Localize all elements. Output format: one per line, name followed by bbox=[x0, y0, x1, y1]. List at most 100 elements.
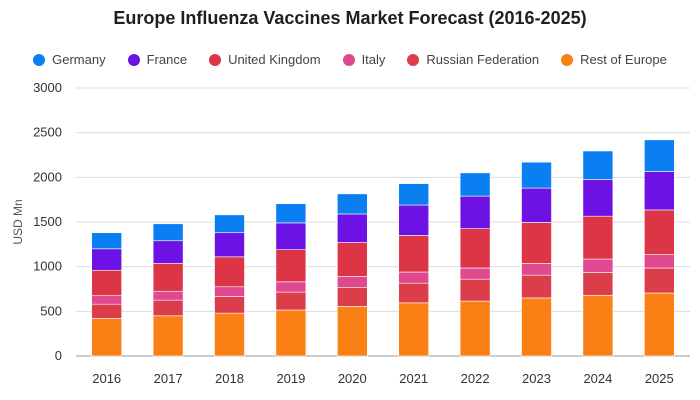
bar-segment[interactable] bbox=[275, 309, 307, 357]
bar-segment[interactable] bbox=[459, 267, 491, 280]
chart-title: Europe Influenza Vaccines Market Forecas… bbox=[113, 8, 587, 28]
legend-swatch bbox=[209, 53, 222, 66]
y-tick-label: 2500 bbox=[33, 125, 62, 140]
bar-segment[interactable] bbox=[643, 139, 675, 172]
bar-segment[interactable] bbox=[521, 187, 552, 223]
bar-segment[interactable] bbox=[91, 303, 122, 319]
x-tick-label: 2019 bbox=[276, 371, 305, 386]
bar-segment[interactable] bbox=[643, 209, 675, 255]
bar-segment[interactable] bbox=[336, 306, 368, 357]
x-tick-label: 2022 bbox=[461, 371, 490, 386]
bar-segment[interactable] bbox=[521, 161, 552, 189]
bar-segment[interactable] bbox=[91, 295, 122, 305]
bar-segment[interactable] bbox=[643, 171, 675, 211]
bar-segment[interactable] bbox=[643, 267, 675, 294]
legend: Germany France United Kingdom Italy Russian … bbox=[0, 52, 700, 67]
bar-segment[interactable] bbox=[582, 272, 614, 296]
bar-segment[interactable] bbox=[152, 240, 184, 264]
bar-segment[interactable] bbox=[91, 318, 122, 357]
bar-segment[interactable] bbox=[336, 287, 368, 307]
legend-swatch bbox=[561, 53, 574, 66]
bar-segment[interactable] bbox=[214, 286, 245, 297]
legend-label: Germany bbox=[52, 52, 106, 67]
legend-label: Italy bbox=[361, 52, 386, 67]
bar-segment[interactable] bbox=[398, 204, 430, 236]
bar-segment[interactable] bbox=[459, 228, 491, 269]
y-tick-label: 500 bbox=[40, 303, 62, 318]
bar-segment[interactable] bbox=[91, 269, 122, 296]
legend-label: France bbox=[146, 52, 188, 67]
legend-swatch bbox=[127, 53, 140, 66]
x-tick-label: 2018 bbox=[215, 371, 244, 386]
bar-segment[interactable] bbox=[521, 222, 552, 264]
x-tick-label: 2025 bbox=[645, 371, 674, 386]
legend-item[interactable]: United Kingdom bbox=[209, 52, 321, 67]
bar-segment[interactable] bbox=[459, 195, 491, 230]
bar-segment[interactable] bbox=[214, 256, 245, 288]
legend-item[interactable]: Rest of Europe bbox=[561, 52, 667, 67]
x-tick-label: 2016 bbox=[92, 371, 121, 386]
bar-segment[interactable] bbox=[582, 215, 614, 260]
bar-segment[interactable] bbox=[275, 249, 307, 283]
y-tick-label: 3000 bbox=[33, 80, 62, 95]
bar-segment[interactable] bbox=[398, 271, 430, 284]
x-tick-label: 2020 bbox=[338, 371, 367, 386]
y-tick-label: 0 bbox=[55, 348, 62, 363]
legend-swatch bbox=[33, 53, 46, 66]
bar-segment[interactable] bbox=[336, 193, 368, 215]
bar-segment[interactable] bbox=[152, 223, 184, 242]
y-tick-label: 1500 bbox=[33, 214, 62, 229]
bar-segment[interactable] bbox=[91, 232, 122, 250]
bar-segment[interactable] bbox=[152, 299, 184, 317]
x-tick-label: 2017 bbox=[154, 371, 183, 386]
bar-segment[interactable] bbox=[398, 302, 430, 357]
x-tick-label: 2024 bbox=[583, 371, 612, 386]
bar-segment[interactable] bbox=[582, 258, 614, 273]
bar-segment[interactable] bbox=[521, 297, 552, 357]
bar-segment[interactable] bbox=[398, 282, 430, 304]
legend-label: United Kingdom bbox=[228, 52, 321, 67]
bar-segment[interactable] bbox=[521, 274, 552, 299]
legend-swatch bbox=[342, 53, 355, 66]
bar-segment[interactable] bbox=[643, 254, 675, 269]
legend-item[interactable]: Russian Federation bbox=[407, 52, 539, 67]
bar-segment[interactable] bbox=[275, 291, 307, 311]
bar-segment[interactable] bbox=[275, 203, 307, 224]
bar-segment[interactable] bbox=[91, 248, 122, 271]
bar-segment[interactable] bbox=[582, 179, 614, 217]
x-tick-label: 2021 bbox=[399, 371, 428, 386]
bar-segment[interactable] bbox=[582, 150, 614, 180]
legend-item[interactable]: France bbox=[127, 52, 188, 67]
legend-label: Russian Federation bbox=[426, 52, 540, 67]
bar-segment[interactable] bbox=[275, 281, 307, 293]
bar-segment[interactable] bbox=[152, 315, 184, 357]
bar-segment[interactable] bbox=[336, 213, 368, 243]
legend-item[interactable]: Italy bbox=[342, 52, 386, 67]
y-tick-label: 1000 bbox=[33, 259, 62, 274]
y-tick-label: 2000 bbox=[33, 169, 62, 184]
bar-segment[interactable] bbox=[152, 290, 184, 301]
bar-segment[interactable] bbox=[275, 222, 307, 250]
bar-segment[interactable] bbox=[336, 242, 368, 277]
bar-segment[interactable] bbox=[459, 278, 491, 302]
legend-swatch bbox=[407, 53, 420, 66]
x-tick-label: 2023 bbox=[522, 371, 551, 386]
bar-segment[interactable] bbox=[521, 263, 552, 276]
bar-segment[interactable] bbox=[459, 172, 491, 197]
legend-label: Rest of Europe bbox=[580, 52, 667, 67]
bar-segment[interactable] bbox=[398, 183, 430, 206]
bar-segment[interactable] bbox=[214, 296, 245, 314]
bar-segment[interactable] bbox=[459, 300, 491, 357]
bar-segment[interactable] bbox=[152, 263, 184, 292]
bar-segment[interactable] bbox=[214, 312, 245, 357]
bar-segment[interactable] bbox=[214, 232, 245, 258]
bar-segment[interactable] bbox=[582, 294, 614, 357]
bar-segment[interactable] bbox=[398, 235, 430, 273]
bar-segment[interactable] bbox=[643, 292, 675, 357]
y-axis-label: USD Mn bbox=[11, 199, 25, 244]
bar-segment[interactable] bbox=[214, 214, 245, 234]
bar-segment[interactable] bbox=[336, 276, 368, 288]
legend-item[interactable]: Germany bbox=[33, 52, 106, 67]
